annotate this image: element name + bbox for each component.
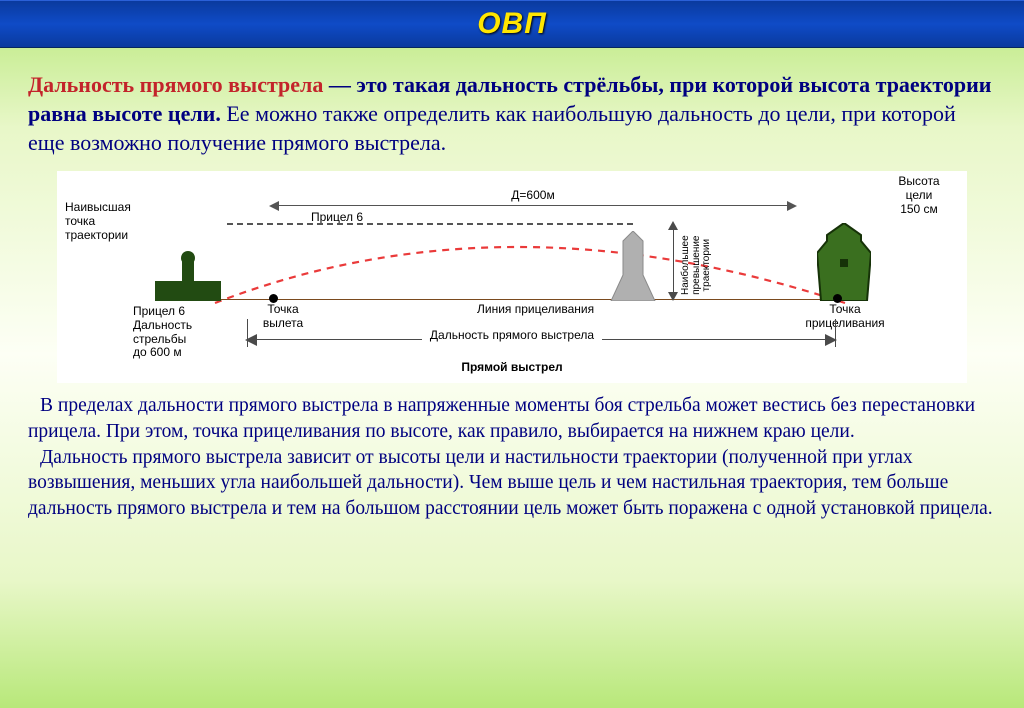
body-para-1: В пределах дальности прямого выстрела в … [28,393,996,444]
trajectory-arc [175,213,875,313]
definition-paragraph: Дальность прямого выстрела — это такая д… [28,70,996,157]
dim-vrise [669,223,679,299]
shooter-base [155,281,221,301]
trajectory-path [215,247,845,303]
shooter-head [181,251,195,265]
label-aim-point: Точкаприцеливания [797,303,893,331]
term-highlight: Дальность прямого выстрела [28,72,323,97]
label-vrise: Наибольшеепревышениетраектории [681,235,713,295]
label-direct-shot: Прямой выстрел [57,361,967,375]
dim-d600: Д=600м [271,205,795,206]
mid-silhouette [601,231,665,301]
label-departure: Точкавылета [253,303,313,331]
label-bottom-dim: Дальность прямого выстрела [422,328,602,342]
target-silhouette [817,223,871,301]
label-d600: Д=600м [505,188,560,202]
title-bar: ОВП [0,0,1024,48]
slide-title: ОВП [477,7,547,41]
body-para-2: Дальность прямого выстрела зависит от вы… [28,445,996,522]
content-area: Дальность прямого выстрела — это такая д… [0,48,1024,532]
slide: ОВП Дальность прямого выстрела — это так… [0,0,1024,708]
label-line-of-aim: Линия прицеливания [477,303,594,317]
term-dash: — [323,72,356,97]
label-target-height: Высотацели150 см [877,175,961,216]
trajectory-diagram: Наивысшаяточкатраектории Прицел 6 Д=600м… [57,171,967,383]
apex-dash-line [227,223,633,225]
label-apex: Наивысшаяточкатраектории [65,201,161,242]
